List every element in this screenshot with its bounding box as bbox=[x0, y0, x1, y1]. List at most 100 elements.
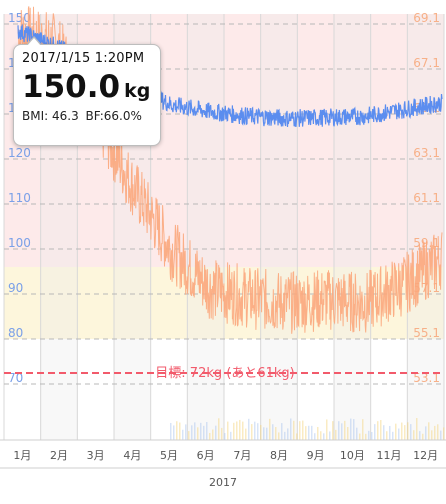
steps-bar bbox=[419, 431, 421, 440]
steps-bar bbox=[182, 429, 184, 440]
month-label: 3月 bbox=[87, 449, 105, 462]
month-label: 11月 bbox=[377, 449, 402, 462]
steps-bar bbox=[320, 431, 322, 440]
steps-bar bbox=[293, 420, 295, 440]
month-label: 10月 bbox=[340, 449, 365, 462]
steps-bar bbox=[188, 431, 190, 440]
steps-bar bbox=[434, 425, 436, 440]
right-axis-tick: 67.1 bbox=[413, 56, 440, 70]
left-axis-tick: 120 bbox=[8, 146, 31, 160]
steps-bar bbox=[353, 419, 355, 440]
steps-bar bbox=[263, 427, 265, 440]
steps-bar bbox=[383, 425, 385, 440]
steps-bar bbox=[299, 421, 301, 440]
steps-bar bbox=[242, 421, 244, 440]
steps-bar bbox=[275, 427, 277, 440]
steps-bar bbox=[431, 430, 433, 440]
steps-bar bbox=[272, 424, 274, 440]
left-axis-tick: 70 bbox=[8, 371, 23, 385]
steps-bar bbox=[389, 425, 391, 440]
steps-bar bbox=[356, 427, 358, 440]
tooltip-date: 2017/1/15 1:20PM bbox=[22, 51, 145, 66]
month-label: 2月 bbox=[50, 449, 68, 462]
tooltip-bodyfat: BF:66.0% bbox=[85, 109, 142, 123]
steps-bar bbox=[191, 425, 193, 440]
goal-label: 目標: 72kg (あと61kg) bbox=[155, 366, 294, 381]
tooltip-weight-value: 150.0 bbox=[22, 69, 121, 105]
month-column-shade bbox=[260, 14, 298, 440]
steps-bar bbox=[377, 421, 379, 440]
steps-bar bbox=[206, 421, 208, 440]
steps-bar bbox=[170, 422, 172, 440]
steps-bar bbox=[215, 425, 217, 440]
steps-bar bbox=[248, 418, 250, 440]
month-label: 8月 bbox=[270, 449, 288, 462]
steps-bar bbox=[278, 432, 280, 440]
steps-bar bbox=[338, 421, 340, 440]
tooltip-stats: BMI: 46.3 BF:66.0% bbox=[22, 109, 152, 123]
steps-bar bbox=[332, 421, 334, 440]
steps-bar bbox=[200, 422, 202, 440]
steps-bar bbox=[194, 422, 196, 440]
steps-bar bbox=[251, 424, 253, 440]
steps-bar bbox=[335, 429, 337, 440]
steps-bar bbox=[371, 432, 373, 440]
right-axis-tick: 63.1 bbox=[413, 146, 440, 160]
right-axis-tick: 61.1 bbox=[413, 191, 440, 205]
steps-bar bbox=[413, 430, 415, 440]
steps-bar bbox=[221, 427, 223, 440]
steps-bar bbox=[317, 426, 319, 440]
steps-bar bbox=[392, 431, 394, 440]
steps-bar bbox=[224, 433, 226, 440]
steps-bar bbox=[344, 420, 346, 440]
year-label: 2017 bbox=[209, 476, 237, 489]
steps-bar bbox=[266, 427, 268, 440]
steps-bar bbox=[380, 420, 382, 440]
month-column-shade bbox=[187, 14, 224, 440]
month-label: 12月 bbox=[413, 449, 438, 462]
steps-bar bbox=[422, 433, 424, 440]
steps-bar bbox=[230, 431, 232, 440]
steps-bar bbox=[326, 419, 328, 440]
steps-bar bbox=[176, 421, 178, 440]
steps-bar bbox=[212, 429, 214, 440]
steps-bar bbox=[173, 425, 175, 440]
steps-bar bbox=[323, 433, 325, 440]
steps-bar bbox=[287, 428, 289, 440]
month-column-shade bbox=[407, 14, 444, 440]
right-axis-tick: 57.1 bbox=[413, 281, 440, 295]
steps-bar bbox=[368, 430, 370, 440]
steps-bar bbox=[341, 423, 343, 440]
steps-bar bbox=[233, 422, 235, 440]
left-axis-tick: 100 bbox=[8, 236, 31, 250]
steps-bar bbox=[428, 422, 430, 440]
steps-bar bbox=[314, 433, 316, 440]
steps-bar bbox=[236, 421, 238, 440]
left-axis-tick: 110 bbox=[8, 191, 31, 205]
steps-bar bbox=[437, 424, 439, 440]
steps-bar bbox=[245, 428, 247, 440]
steps-bar bbox=[284, 431, 286, 440]
right-axis-tick: 69.1 bbox=[413, 11, 440, 25]
steps-bar bbox=[410, 424, 412, 440]
steps-bar bbox=[290, 418, 292, 440]
steps-bar bbox=[395, 423, 397, 440]
month-label: 9月 bbox=[307, 449, 325, 462]
left-axis-tick: 150 bbox=[8, 11, 31, 25]
steps-bar bbox=[203, 425, 205, 440]
steps-bar bbox=[440, 430, 442, 440]
steps-bar bbox=[404, 425, 406, 440]
left-axis-tick: 90 bbox=[8, 281, 23, 295]
steps-bar bbox=[281, 423, 283, 440]
steps-bar bbox=[296, 433, 298, 440]
steps-bar bbox=[185, 424, 187, 440]
right-axis-tick: 53.1 bbox=[413, 371, 440, 385]
steps-bar bbox=[398, 428, 400, 440]
tooltip-weight-unit: kg bbox=[124, 80, 151, 102]
steps-bar bbox=[227, 421, 229, 440]
steps-bar bbox=[362, 419, 364, 440]
steps-bar bbox=[386, 431, 388, 440]
steps-bar bbox=[401, 422, 403, 440]
steps-bar bbox=[347, 427, 349, 440]
